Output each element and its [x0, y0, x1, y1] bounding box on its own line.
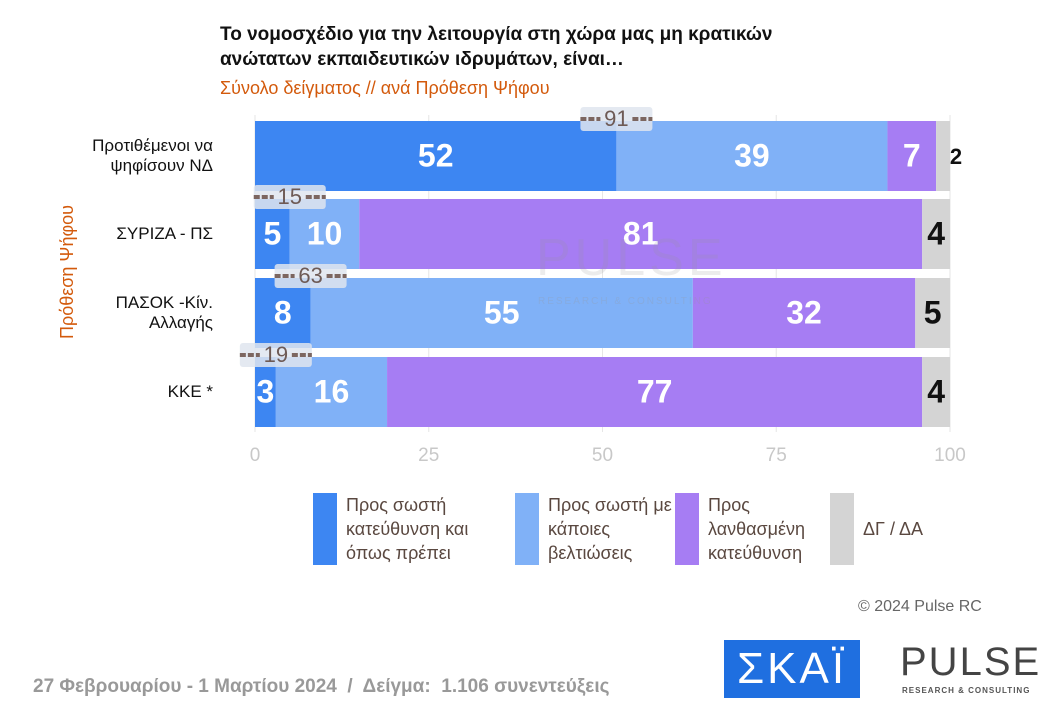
- bar-segment: [255, 199, 290, 269]
- footer: 27 Φεβρουαρίου - 1 Μαρτίου 2024 / Δείγμα…: [33, 676, 610, 697]
- value-label: 4: [927, 373, 945, 409]
- value-label: 10: [307, 215, 343, 251]
- bar-segment: [887, 121, 937, 191]
- value-label: 77: [637, 373, 673, 409]
- bar-segment: [922, 199, 950, 269]
- legend-label: ΔΓ / ΔΑ: [863, 519, 923, 539]
- legend-swatch: [515, 493, 539, 565]
- bar-segment: [255, 278, 311, 348]
- watermark: PULSE: [536, 229, 727, 287]
- total-box: [274, 264, 347, 288]
- value-label: 5: [924, 294, 942, 330]
- bar-segment: [255, 357, 276, 427]
- value-label: 16: [314, 373, 350, 409]
- value-label: 8: [274, 294, 292, 330]
- total-label: 19: [264, 342, 288, 367]
- total-box: [253, 185, 326, 209]
- y-axis-label: Πρόθεση Ψήφου: [57, 205, 77, 339]
- bar-segment: [310, 278, 693, 348]
- bar-segment: [692, 278, 916, 348]
- total-label: 15: [278, 184, 302, 209]
- legend-label: Προς σωστή με κάποιες βελτιώσεις: [548, 495, 672, 563]
- total-label: 91: [604, 106, 628, 131]
- category-label: ΠΑΣΟΚ -Κίν. Αλλαγής: [115, 293, 213, 332]
- x-tick-label: 75: [766, 445, 787, 466]
- value-label: 55: [484, 294, 520, 330]
- x-tick-label: 100: [934, 445, 966, 466]
- value-label: 7: [903, 137, 921, 173]
- pulse-logo-sub: RESEARCH & CONSULTING: [902, 686, 1031, 695]
- bar-segment: [922, 357, 950, 427]
- value-label: 5: [263, 215, 281, 251]
- pulse-logo: PULSE: [900, 640, 1042, 684]
- category-label: Προτιθέμενοι να ψηφίσουν ΝΔ: [92, 136, 213, 175]
- legend-swatch: [830, 493, 854, 565]
- skai-logo: ΣΚΑΪ: [724, 640, 860, 698]
- x-tick-label: 0: [250, 445, 261, 466]
- category-label: ΣΥΡΙΖΑ - ΠΣ: [116, 224, 213, 243]
- bar-segment: [275, 357, 388, 427]
- value-label: 2: [950, 144, 962, 169]
- value-label: 52: [418, 137, 454, 173]
- x-tick-label: 50: [592, 445, 613, 466]
- bar-segment: [289, 199, 360, 269]
- chart-subtitle: Σύνολο δείγματος // ανά Πρόθεση Ψήφου: [220, 78, 550, 98]
- chart-title: Το νομοσχέδιο για την λειτουργία στη χώρ…: [220, 24, 773, 70]
- copyright: © 2024 Pulse RC: [858, 598, 982, 615]
- bar-segment: [387, 357, 923, 427]
- watermark-sub: RESEARCH & CONSULTING: [538, 296, 713, 307]
- bar-segment: [915, 278, 950, 348]
- value-label: 3: [257, 373, 275, 409]
- value-label: 32: [786, 294, 822, 330]
- legend-swatch: [313, 493, 337, 565]
- total-box: [239, 343, 312, 367]
- legend-swatch: [675, 493, 699, 565]
- total-box: [580, 107, 653, 131]
- total-label: 63: [298, 263, 322, 288]
- legend-label: Προς λανθασμένη κατεύθυνση: [708, 495, 806, 563]
- value-label: 81: [623, 215, 659, 251]
- value-label: 39: [734, 137, 770, 173]
- legend-label: Προς σωστή κατεύθυνση και όπως πρέπει: [346, 495, 469, 563]
- bar-segment: [255, 121, 617, 191]
- x-tick-label: 25: [418, 445, 439, 466]
- bar-segment: [616, 121, 888, 191]
- category-label: ΚΚΕ *: [167, 382, 213, 401]
- bar-segment: [359, 199, 923, 269]
- value-label: 4: [927, 215, 945, 251]
- bar-segment: [936, 121, 950, 191]
